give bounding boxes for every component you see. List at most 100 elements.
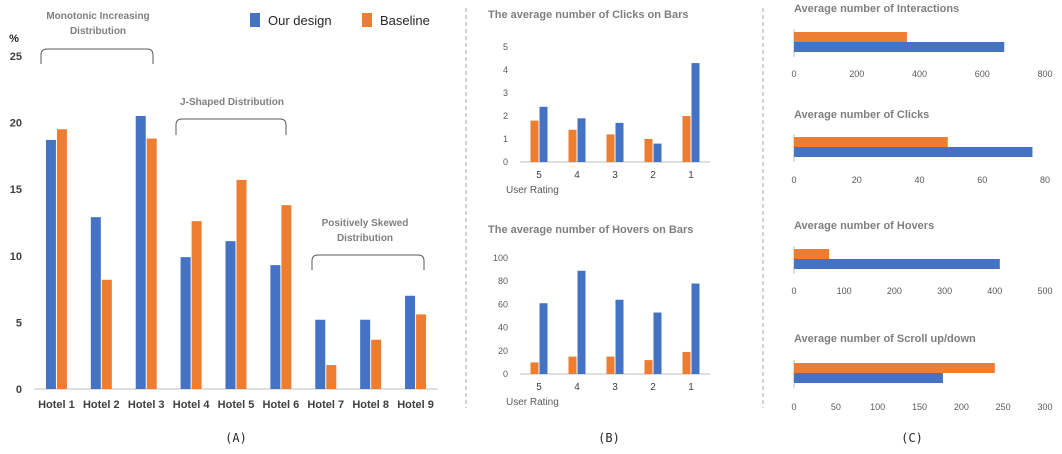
x-tick-label: 400 <box>987 286 1002 296</box>
y-tick-label: 80 <box>498 276 508 286</box>
bar-baseline <box>530 362 539 374</box>
chart-title: Average number of Interactions <box>794 3 959 15</box>
legend-swatch-baseline <box>362 13 372 27</box>
bar-baseline <box>794 363 995 373</box>
bar-our-design <box>794 259 1000 269</box>
x-tick-label: Hotel 9 <box>397 399 434 411</box>
bar-our-design <box>405 295 416 389</box>
bar-our-design <box>45 139 56 389</box>
bar-our-design <box>315 319 326 389</box>
panel-caption: (A) <box>225 431 247 445</box>
annotation-jshaped: J-Shaped Distribution <box>180 97 284 108</box>
x-tick-label: 3 <box>612 170 618 181</box>
bar-our-design <box>539 303 548 374</box>
bar-our-design <box>135 115 146 389</box>
y-tick-label: 0 <box>503 157 508 167</box>
y-tick-label: 40 <box>498 323 508 333</box>
y-tick-label: 1 <box>503 134 508 144</box>
bar-baseline <box>682 116 691 162</box>
x-tick-label: 0 <box>791 402 796 412</box>
y-tick-label: 5 <box>16 317 22 329</box>
x-tick-label: 150 <box>912 402 927 412</box>
bar-our-design <box>615 299 624 374</box>
annotation-skewed-line1: Positively Skewed <box>322 218 409 229</box>
annotation-bracket-skewed <box>311 254 425 270</box>
x-tick-label: 5 <box>536 382 542 393</box>
y-tick-label: 4 <box>503 65 508 75</box>
x-tick-label: 0 <box>791 69 796 79</box>
bar-baseline <box>56 129 67 389</box>
y-tick-label: 60 <box>498 299 508 309</box>
y-tick-label: 25 <box>10 51 22 63</box>
bar-baseline <box>326 365 337 389</box>
x-tick-label: 1 <box>688 170 694 181</box>
x-tick-label: 80 <box>1040 175 1050 185</box>
x-tick-label: Hotel 4 <box>173 399 211 411</box>
y-tick-label: 3 <box>503 88 508 98</box>
x-tick-label: 4 <box>574 170 580 181</box>
legend-label-our-design: Our design <box>268 13 332 28</box>
y-tick-label: 15 <box>10 184 22 196</box>
x-tick-label: 1 <box>688 382 694 393</box>
x-tick-label: Hotel 5 <box>218 399 255 411</box>
panel-dividers <box>465 8 764 408</box>
y-tick-label: 0 <box>16 384 22 396</box>
chart-clicks: Average number of Clicks 0 20 40 60 80 <box>791 109 1050 185</box>
x-tick-label: Hotel 1 <box>38 399 75 411</box>
x-tick-label: 0 <box>791 175 796 185</box>
bar-baseline <box>281 205 292 389</box>
chart-hovers: Average number of Hovers 0 100 200 300 400 500 <box>791 220 1052 296</box>
legend-swatch-our-design <box>250 13 260 27</box>
x-tick-label: 500 <box>1037 286 1052 296</box>
x-tick-label: Hotel 7 <box>307 399 344 411</box>
annotation-monotonic-line2: Distribution <box>70 26 126 37</box>
y-tick-label: 20 <box>10 118 22 130</box>
bar-baseline <box>606 134 615 162</box>
bar-our-design <box>794 42 1005 52</box>
bar-our-design <box>270 265 281 389</box>
x-tick-label: 100 <box>837 286 852 296</box>
panel-captions: (A) (B) (C) <box>225 431 923 445</box>
y-axis-unit-label: % <box>9 33 19 45</box>
x-tick-label: 200 <box>887 286 902 296</box>
x-tick-label: 2 <box>650 170 656 181</box>
bar-our-design <box>794 373 943 383</box>
y-tick-label: 100 <box>493 253 508 263</box>
panel-a-chart: % 0 5 10 15 20 25 Hotel 1 Hotel 2 Hotel 3 Hotel 4 H… <box>9 11 438 411</box>
panel-b-charts: The average number of Clicks on Bars 0 1 2 3… <box>488 9 710 408</box>
x-tick-label: 3 <box>612 382 618 393</box>
x-tick-label: 200 <box>849 69 864 79</box>
annotation-bracket-monotonic <box>40 48 154 64</box>
x-tick-label: Hotel 3 <box>128 399 165 411</box>
bar-our-design <box>615 122 624 162</box>
y-tick-label: 5 <box>503 42 508 52</box>
x-tick-label: 4 <box>574 382 580 393</box>
x-tick-label: 0 <box>791 286 796 296</box>
bar-our-design <box>180 257 191 389</box>
bar-baseline <box>530 120 539 162</box>
bar-baseline <box>794 249 830 259</box>
chart-title: The average number of Hovers on Bars <box>488 224 693 236</box>
panel-caption: (B) <box>598 431 620 445</box>
x-tick-label: Hotel 6 <box>263 399 300 411</box>
bar-baseline <box>101 279 112 389</box>
chart-interactions: Average number of Interactions 0 200 400 600… <box>791 3 1052 79</box>
x-tick-label: 800 <box>1037 69 1052 79</box>
x-axis-label: User Rating <box>506 185 559 196</box>
bar-baseline <box>644 360 653 374</box>
x-tick-label: 300 <box>937 286 952 296</box>
bar-baseline <box>606 356 615 374</box>
bar-baseline <box>568 356 577 374</box>
bar-our-design <box>90 217 101 389</box>
chart-title: Average number of Hovers <box>794 220 934 232</box>
x-tick-label: 2 <box>650 382 656 393</box>
x-tick-label: 400 <box>912 69 927 79</box>
bar-baseline <box>191 221 202 389</box>
bar-baseline <box>682 351 691 374</box>
chart-title: The average number of Clicks on Bars <box>488 9 689 21</box>
chart-clicks-on-bars: The average number of Clicks on Bars 0 1 2 3… <box>488 9 710 196</box>
x-tick-label: 200 <box>954 402 969 412</box>
x-tick-label: 50 <box>831 402 841 412</box>
bar-our-design <box>360 319 371 389</box>
x-tick-label: Hotel 2 <box>83 399 120 411</box>
